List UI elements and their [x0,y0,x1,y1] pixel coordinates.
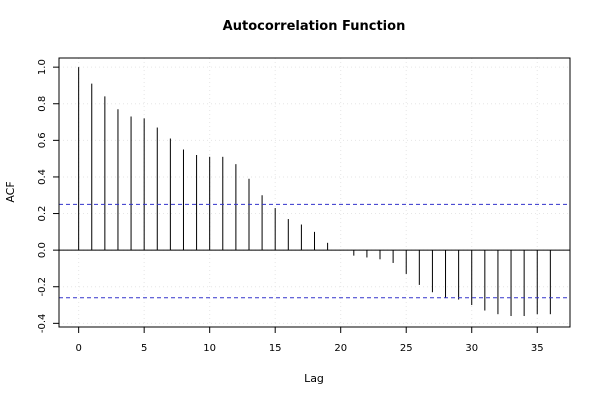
y-tick-label: 0.8 [37,96,48,112]
y-axis-label: ACF [4,181,17,202]
acf-bars [78,67,551,317]
x-tick-label: 5 [141,343,147,354]
y-tick-label: 0.4 [37,169,48,185]
y-tick-label: -0.2 [37,277,48,297]
x-tick-label: 25 [400,343,413,354]
y-tick-label: 0.0 [37,242,48,258]
y-tick-label: 0.2 [37,206,48,222]
x-tick-label: 20 [334,343,347,354]
x-axis-label: Lag [304,372,324,385]
x-axis: 0 5 10 15 20 25 30 35 [75,326,544,354]
x-tick-label: 10 [203,343,216,354]
grid [59,58,570,327]
chart-title: Autocorrelation Function [223,19,406,34]
y-axis: -0.4 -0.2 0.0 0.2 0.4 0.6 0.8 1.0 [37,59,60,334]
x-tick-label: 35 [531,343,544,354]
y-tick-label: -0.4 [37,314,48,334]
confidence-bounds [59,203,570,299]
x-tick-label: 0 [75,343,81,354]
x-tick-label: 30 [465,343,478,354]
y-tick-label: 0.6 [37,132,48,148]
x-tick-label: 15 [269,343,282,354]
y-tick-label: 1.0 [37,59,48,75]
